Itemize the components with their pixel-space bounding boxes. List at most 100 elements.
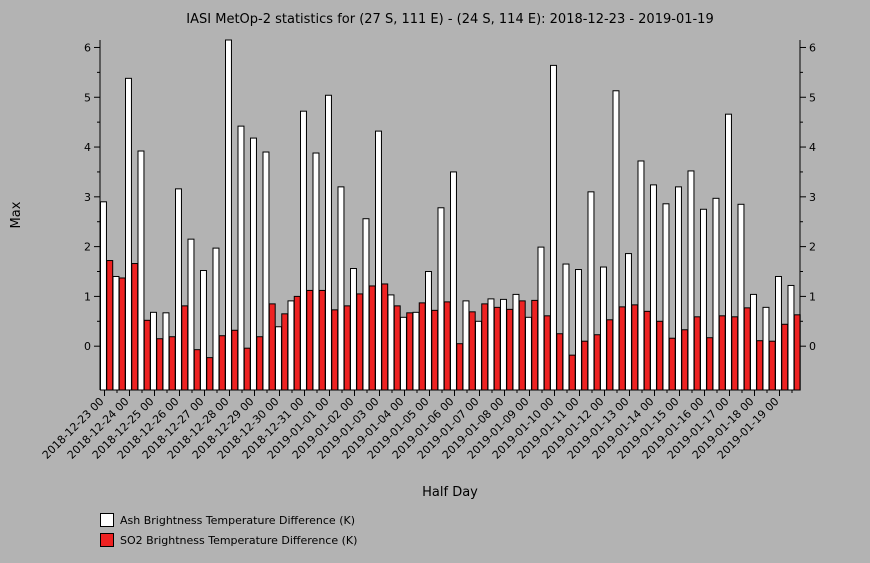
legend-swatch-ash <box>100 513 114 527</box>
legend-item-ash: Ash Brightness Temperature Difference (K… <box>100 513 355 527</box>
bars-group <box>100 39 801 391</box>
bar-ash <box>300 110 307 391</box>
bar-so2 <box>318 289 326 391</box>
y-tick-label-right: 6 <box>809 41 816 54</box>
bar-ash <box>662 203 670 391</box>
bar-ash <box>600 266 607 391</box>
bar-ash <box>537 246 545 391</box>
bar-so2 <box>356 293 364 391</box>
bar-so2 <box>131 263 139 391</box>
bar-so2 <box>581 340 589 391</box>
bar-so2 <box>331 309 339 391</box>
y-tick-label-left: 1 <box>84 290 91 303</box>
y-tick-label-right: 0 <box>809 340 816 353</box>
bar-ash <box>350 268 357 391</box>
bar-ash <box>650 184 657 391</box>
y-tick-label-right: 3 <box>809 191 816 204</box>
y-tick-label-right: 1 <box>809 290 816 303</box>
bar-ash <box>362 218 370 391</box>
bar-ash <box>112 275 120 391</box>
bar-so2 <box>456 343 464 391</box>
bar-so2 <box>518 300 526 391</box>
bar-ash <box>312 152 320 391</box>
y-tick-label-right: 4 <box>809 141 816 154</box>
y-tick-label-left: 0 <box>84 340 91 353</box>
legend-label-so2: SO2 Brightness Temperature Difference (K… <box>120 533 358 547</box>
bar-so2 <box>243 347 251 391</box>
bar-ash <box>450 171 457 391</box>
bar-so2 <box>631 304 639 391</box>
bar-so2 <box>793 314 801 391</box>
bar-so2 <box>468 311 476 391</box>
bar-ash <box>412 311 420 391</box>
bar-ash <box>687 170 695 391</box>
bar-ash <box>375 130 382 391</box>
bar-so2 <box>306 289 314 391</box>
bar-ash <box>200 270 207 391</box>
bar-so2 <box>643 310 651 391</box>
bar-ash <box>225 39 232 391</box>
bar-so2 <box>593 334 601 391</box>
bar-ash <box>175 188 182 391</box>
bar-so2 <box>731 316 739 391</box>
bar-so2 <box>693 316 701 391</box>
y-tick-label-left: 6 <box>84 41 91 54</box>
bar-so2 <box>231 329 239 391</box>
bar-ash <box>587 191 595 391</box>
x-axis-label: Half Day <box>422 485 478 500</box>
bar-ash <box>100 201 107 391</box>
bar-ash <box>562 263 570 391</box>
chart-title: IASI MetOp-2 statistics for (27 S, 111 E… <box>186 12 713 27</box>
bar-so2 <box>281 313 289 391</box>
y-tick-label-left: 3 <box>84 191 91 204</box>
bar-ash <box>475 320 482 391</box>
bar-ash <box>487 298 495 391</box>
bar-so2 <box>493 306 501 391</box>
bar-so2 <box>218 335 226 391</box>
bar-so2 <box>118 277 126 391</box>
bar-so2 <box>418 302 426 391</box>
y-tick-label-left: 5 <box>84 91 91 104</box>
bar-so2 <box>268 303 276 391</box>
bar-ash <box>712 197 720 391</box>
bar-ash <box>387 294 395 391</box>
y-tick-label-left: 2 <box>84 241 91 254</box>
bar-ash <box>150 311 157 391</box>
y-axis-label: Max <box>9 201 24 228</box>
bar-so2 <box>481 303 489 391</box>
bar-ash <box>637 160 645 391</box>
bar-so2 <box>568 354 576 391</box>
bar-ash <box>625 253 632 391</box>
bar-ash <box>525 316 532 391</box>
bar-ash <box>700 208 707 391</box>
bar-so2 <box>668 337 676 391</box>
bar-so2 <box>381 283 389 391</box>
bar-so2 <box>618 306 626 391</box>
bar-ash <box>275 326 282 391</box>
bar-ash <box>187 238 195 391</box>
bar-ash <box>162 312 170 391</box>
bar-ash <box>750 293 757 391</box>
bar-so2 <box>143 319 151 391</box>
bar-ash <box>512 293 520 391</box>
bar-ash <box>212 247 220 391</box>
bar-so2 <box>606 319 614 391</box>
bar-so2 <box>431 309 439 391</box>
bar-so2 <box>406 312 414 391</box>
bar-ash <box>775 275 782 391</box>
bar-ash <box>262 151 270 391</box>
bar-ash <box>337 186 345 391</box>
bar-so2 <box>393 305 401 391</box>
bar-so2 <box>706 337 714 391</box>
bar-so2 <box>756 340 764 391</box>
bar-ash <box>137 150 145 391</box>
bar-ash <box>725 113 732 391</box>
bar-so2 <box>768 340 776 391</box>
bar-so2 <box>343 305 351 391</box>
bar-so2 <box>506 308 514 391</box>
bar-ash <box>250 137 257 391</box>
legend-label-ash: Ash Brightness Temperature Difference (K… <box>120 513 355 527</box>
bar-ash <box>462 300 470 391</box>
